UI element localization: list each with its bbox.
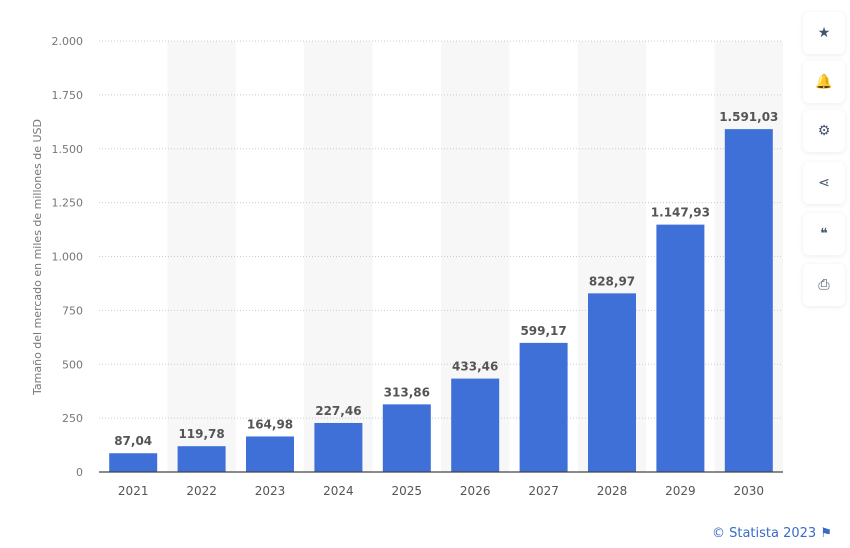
y-tick-label: 2.000 (52, 35, 84, 48)
data-label: 227,46 (315, 404, 361, 418)
data-label: 1.591,03 (719, 110, 778, 124)
data-label: 433,46 (452, 360, 498, 374)
y-tick-label: 1.750 (52, 89, 84, 102)
bar-2023[interactable] (246, 436, 294, 472)
y-tick-label: 1.000 (52, 251, 84, 264)
bar-2025[interactable] (382, 404, 431, 472)
flag-icon[interactable]: ⚑ (820, 526, 832, 541)
print-icon[interactable]: ⎙ (803, 264, 845, 306)
share-icon[interactable]: ⋖ (803, 162, 845, 204)
star-icon[interactable]: ★ (803, 12, 845, 54)
x-tick-label: 2022 (186, 484, 217, 498)
y-tick-label: 250 (62, 412, 83, 425)
bar-2027[interactable] (519, 342, 568, 472)
x-tick-label: 2026 (460, 484, 491, 498)
data-label: 119,78 (178, 427, 224, 441)
y-tick-label: 500 (62, 358, 83, 371)
data-label: 599,17 (520, 324, 566, 338)
data-label: 828,97 (589, 274, 635, 288)
statista-credit[interactable]: © Statista 2023 ⚑ (712, 526, 832, 541)
x-tick-label: 2024 (323, 484, 354, 498)
x-tick-label: 2027 (528, 484, 559, 498)
bar-2028[interactable] (588, 293, 636, 472)
data-label: 1.147,93 (651, 206, 710, 220)
x-tick-label: 2028 (597, 484, 628, 498)
bar-2030[interactable] (724, 129, 773, 472)
x-tick-label: 2025 (392, 484, 423, 498)
data-label: 164,98 (247, 417, 293, 431)
bar-2029[interactable] (656, 224, 705, 472)
credit-text: © Statista 2023 (711, 526, 817, 541)
bar-2022[interactable] (177, 446, 226, 472)
bar-2024[interactable] (314, 422, 363, 472)
bar-2021[interactable] (109, 453, 158, 472)
y-tick-label: 1.500 (52, 143, 84, 156)
data-label: 87,04 (114, 434, 152, 448)
y-tick-label: 0 (76, 466, 83, 479)
y-tick-label: 750 (62, 304, 83, 317)
gear-icon[interactable]: ⚙ (803, 110, 845, 152)
quote-icon[interactable]: ❝ (803, 213, 845, 255)
bell-icon[interactable]: 🔔 (803, 61, 845, 103)
bar-2026[interactable] (451, 378, 500, 472)
y-axis-label: Tamaño del mercado en miles de millones … (31, 119, 44, 396)
x-tick-label: 2021 (118, 484, 149, 498)
y-tick-label: 1.250 (52, 197, 84, 210)
x-tick-label: 2023 (255, 484, 286, 498)
data-label: 313,86 (384, 385, 430, 399)
x-tick-label: 2030 (734, 484, 765, 498)
x-tick-label: 2029 (665, 484, 696, 498)
